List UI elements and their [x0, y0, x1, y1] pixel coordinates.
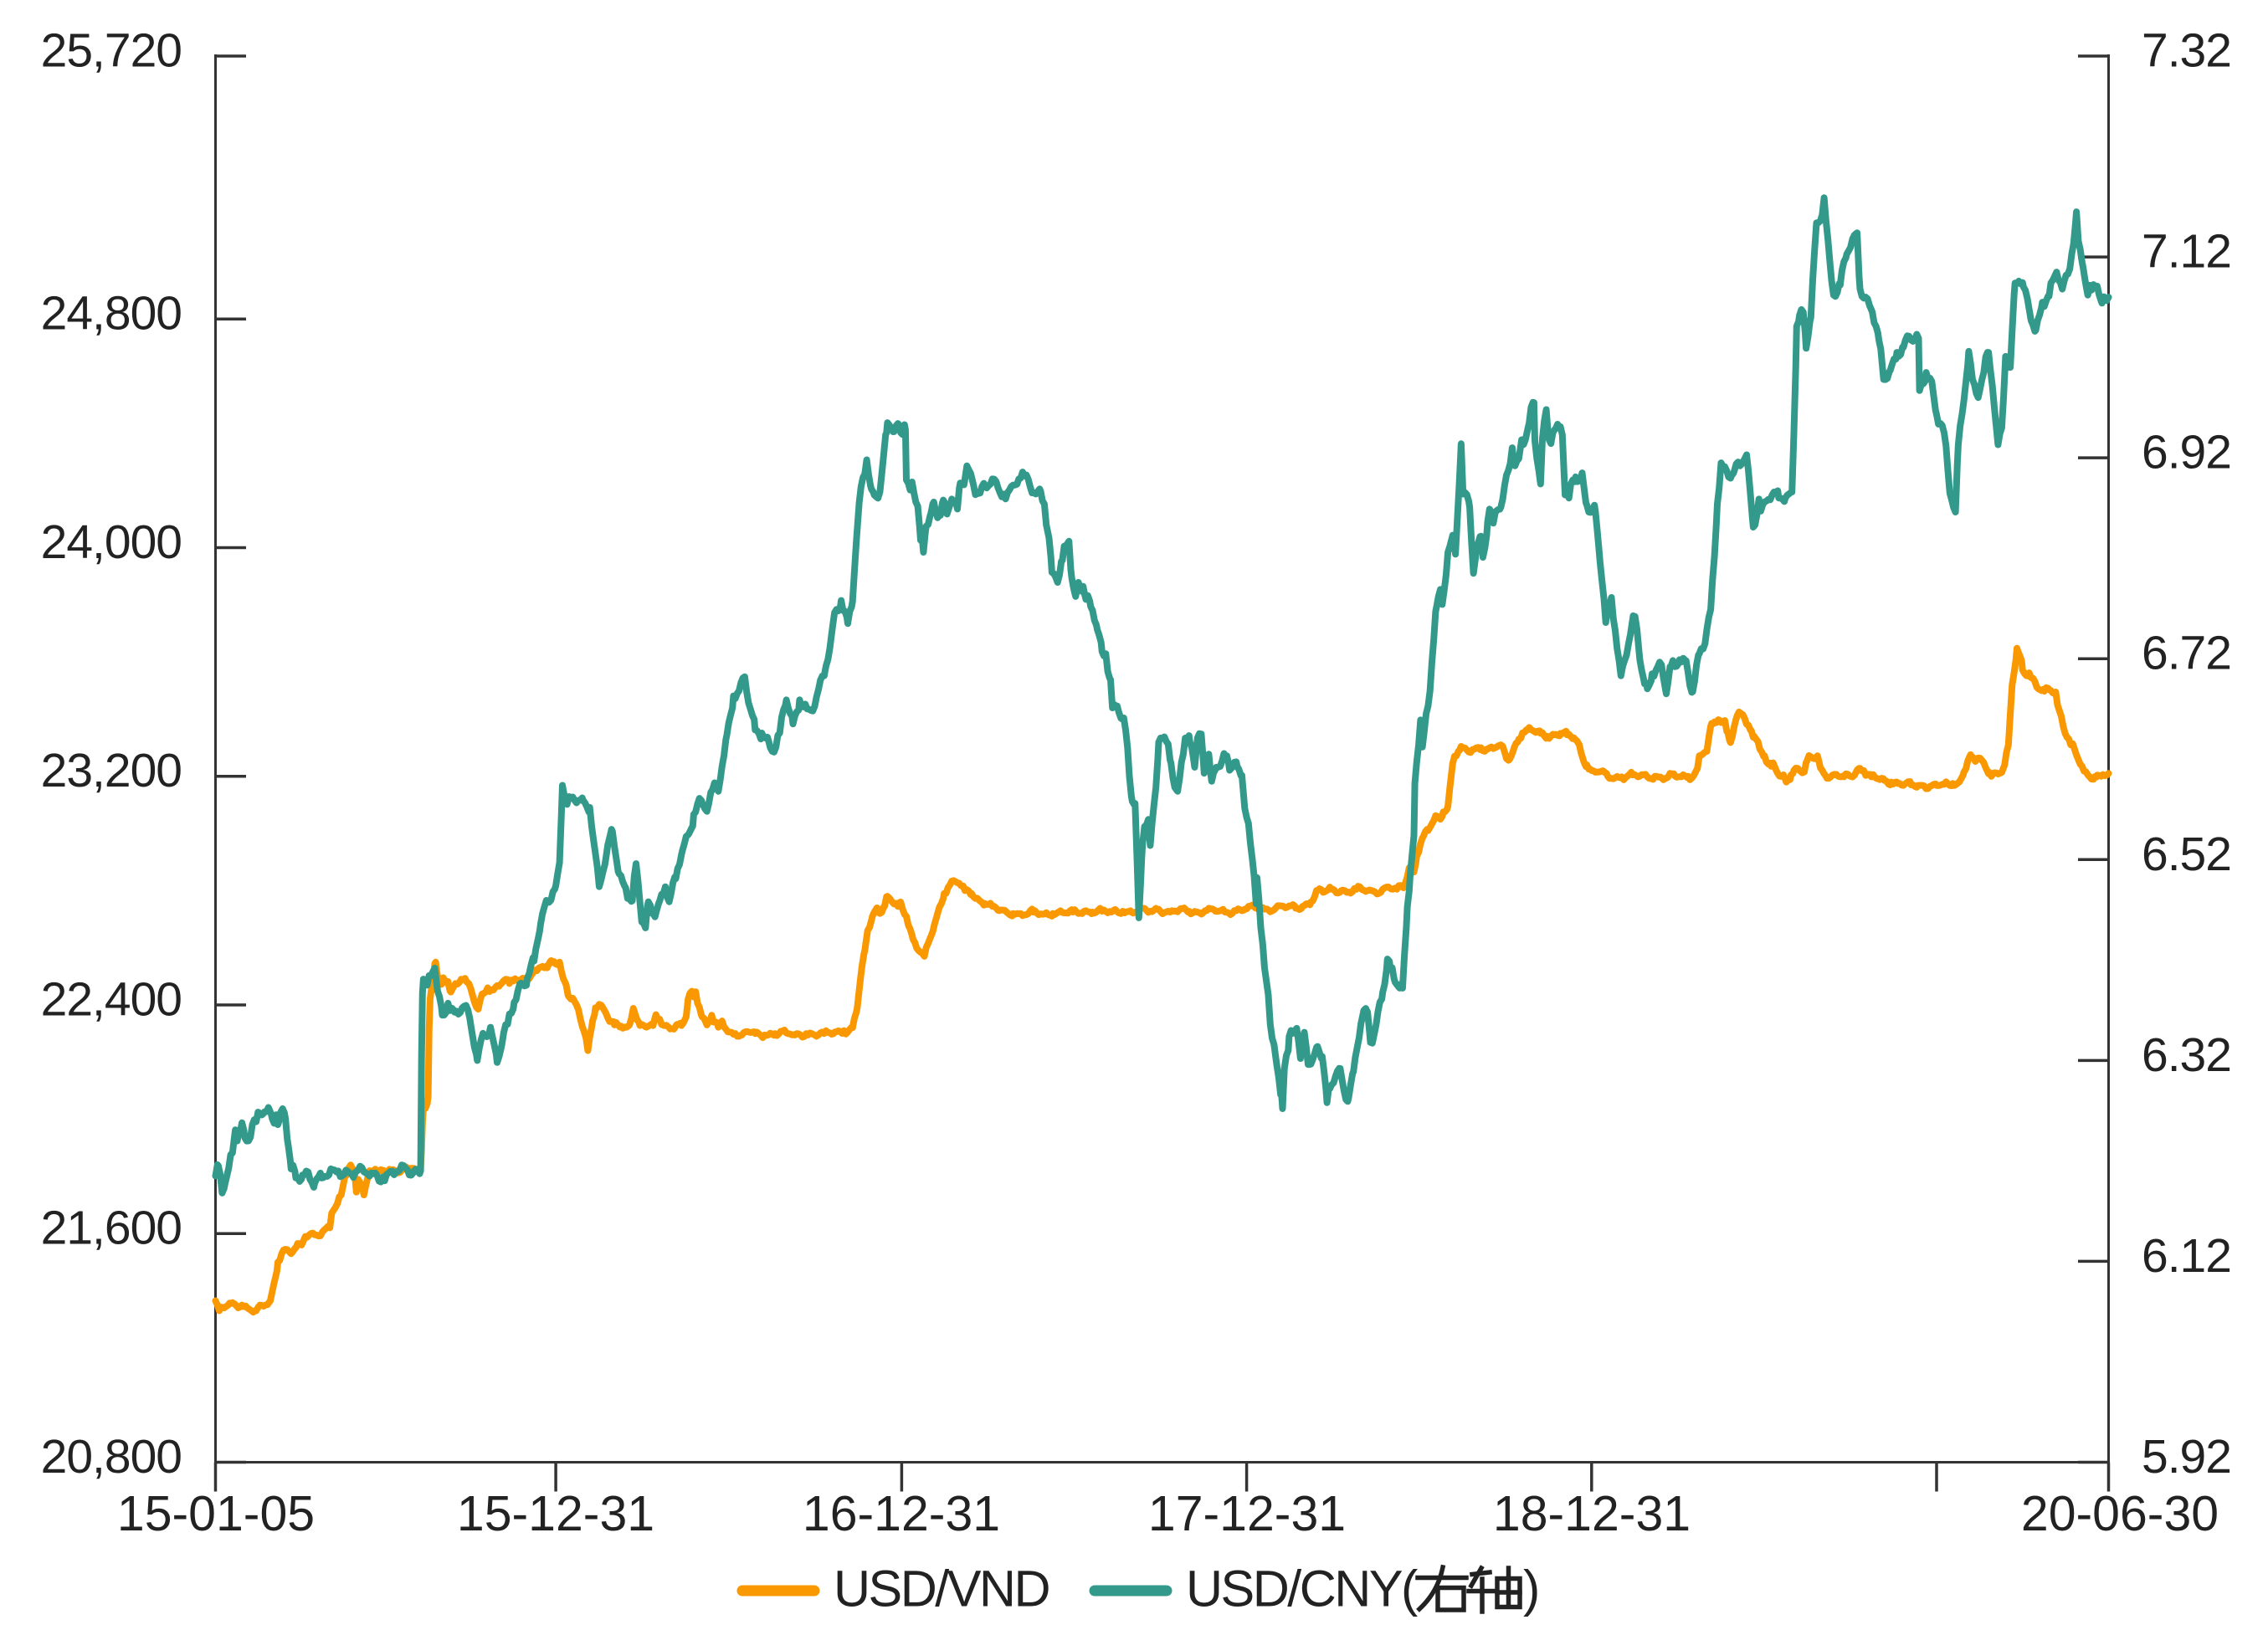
svg-text:25,720: 25,720	[41, 24, 182, 78]
svg-text:USD/CNY(: USD/CNY(	[1186, 1561, 1418, 1617]
svg-text:24,000: 24,000	[41, 515, 182, 569]
svg-text:20-06-30: 20-06-30	[2021, 1486, 2219, 1541]
svg-text:6.12: 6.12	[2142, 1229, 2231, 1283]
svg-text:23,200: 23,200	[41, 744, 182, 797]
svg-text:5.92: 5.92	[2142, 1430, 2231, 1484]
svg-text:21,600: 21,600	[41, 1202, 182, 1255]
svg-text:6.52: 6.52	[2142, 828, 2231, 881]
svg-text:7.32: 7.32	[2142, 24, 2231, 78]
svg-text:16-12-31: 16-12-31	[803, 1486, 1000, 1541]
svg-text:6.72: 6.72	[2142, 627, 2231, 680]
svg-text:): )	[1523, 1561, 1538, 1617]
svg-text:USD/VND: USD/VND	[834, 1561, 1049, 1617]
svg-text:15-01-05: 15-01-05	[117, 1486, 315, 1541]
svg-text:15-12-31: 15-12-31	[457, 1486, 654, 1541]
svg-text:6.92: 6.92	[2142, 426, 2231, 479]
svg-text:22,400: 22,400	[41, 973, 182, 1027]
svg-text:18-12-31: 18-12-31	[1493, 1486, 1691, 1541]
svg-text:24,800: 24,800	[41, 287, 182, 341]
svg-text:6.32: 6.32	[2142, 1028, 2231, 1082]
svg-text:20,800: 20,800	[41, 1430, 182, 1484]
svg-text:17-12-31: 17-12-31	[1148, 1486, 1346, 1541]
svg-text:7.12: 7.12	[2142, 225, 2231, 279]
